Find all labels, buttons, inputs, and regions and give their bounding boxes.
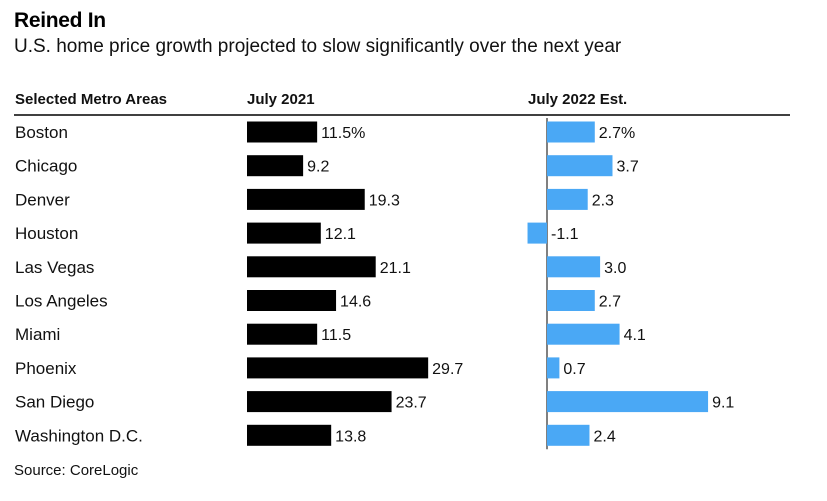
value-label-2022-miami: 4.1	[624, 327, 646, 344]
bar-2022-chicago	[547, 155, 613, 177]
value-label-2021-los-angeles: 14.6	[340, 294, 371, 311]
value-label-2021-las-vegas: 21.1	[380, 260, 411, 277]
category-label-boston: Boston	[15, 123, 68, 142]
bar-2022-miami	[547, 323, 620, 345]
row-header: Selected Metro Areas	[15, 91, 167, 108]
chart-title: Reined In	[14, 9, 106, 32]
value-label-2021-washington-d-c: 13.8	[335, 428, 366, 445]
value-label-2021-houston: 12.1	[325, 226, 356, 243]
value-label-2022-los-angeles: 2.7	[599, 294, 621, 311]
bar-2021-chicago	[247, 155, 304, 177]
bar-2021-miami	[247, 323, 318, 345]
value-label-2022-denver: 2.3	[592, 192, 614, 209]
value-label-2021-chicago: 9.2	[307, 159, 329, 176]
value-label-2022-las-vegas: 3.0	[604, 260, 626, 277]
category-label-phoenix: Phoenix	[15, 359, 77, 378]
category-label-washington-d-c: Washington D.C.	[15, 426, 143, 445]
value-label-2022-san-diego: 9.1	[712, 395, 734, 412]
bar-2021-san-diego	[247, 391, 392, 413]
bar-2022-las-vegas	[547, 256, 601, 278]
column-header-july-2022-est: July 2022 Est.	[528, 91, 627, 108]
value-label-2022-houston: -1.1	[551, 226, 579, 243]
value-label-2021-boston: 11.5%	[321, 125, 365, 142]
bar-2022-san-diego	[547, 391, 709, 413]
category-label-houston: Houston	[15, 224, 78, 243]
chart-subtitle: U.S. home price growth projected to slow…	[14, 36, 622, 57]
bar-2021-denver	[247, 188, 365, 210]
value-label-2022-washington-d-c: 2.4	[593, 428, 615, 445]
category-label-denver: Denver	[15, 190, 70, 209]
bar-2021-washington-d-c	[247, 424, 332, 446]
category-label-las-vegas: Las Vegas	[15, 258, 94, 277]
value-label-2022-phoenix: 0.7	[563, 361, 585, 378]
bar-2022-phoenix	[547, 357, 560, 379]
bar-2021-houston	[247, 222, 321, 244]
category-label-san-diego: San Diego	[15, 393, 94, 412]
category-label-chicago: Chicago	[15, 157, 77, 176]
value-label-2021-san-diego: 23.7	[396, 395, 427, 412]
bar-2022-washington-d-c	[547, 424, 590, 446]
category-label-los-angeles: Los Angeles	[15, 292, 108, 311]
bar-2021-las-vegas	[247, 256, 376, 278]
column-header-july-2021: July 2021	[247, 91, 315, 108]
bar-2021-los-angeles	[247, 290, 337, 311]
bar-2021-phoenix	[247, 357, 429, 379]
value-label-2021-miami: 11.5	[321, 327, 351, 344]
value-label-2021-denver: 19.3	[369, 192, 400, 209]
bar-2021-boston	[247, 121, 318, 143]
bar-2022-denver	[547, 188, 588, 210]
category-label-miami: Miami	[15, 325, 60, 344]
value-label-2022-chicago: 3.7	[616, 159, 638, 176]
value-label-2021-phoenix: 29.7	[432, 361, 463, 378]
value-label-2022-boston: 2.7%	[599, 125, 635, 142]
bar-2022-houston	[527, 222, 547, 244]
bar-2022-boston	[547, 121, 595, 143]
bar-2022-los-angeles	[547, 290, 595, 311]
source-note: Source: CoreLogic	[14, 462, 139, 479]
